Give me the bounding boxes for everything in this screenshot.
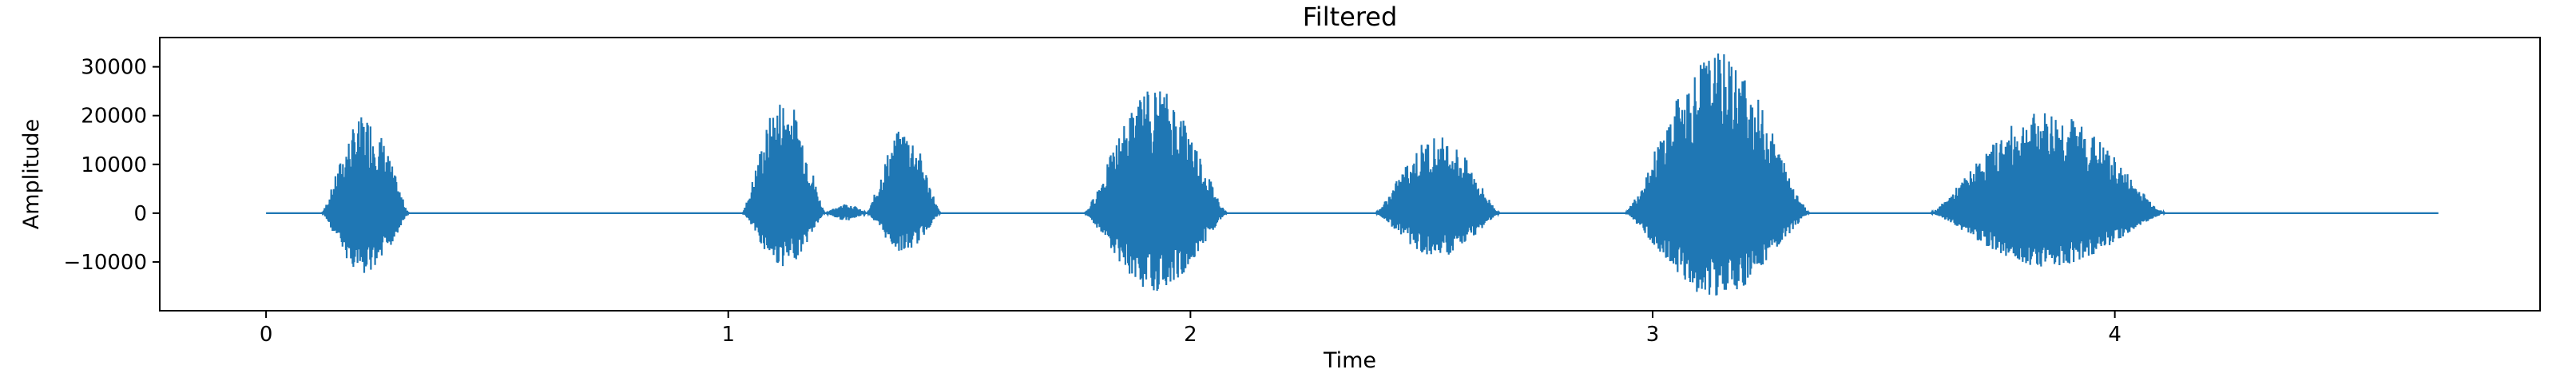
y-tick-label: −10000 <box>64 251 148 275</box>
y-tick-label: 30000 <box>81 56 147 80</box>
axes-frame <box>159 37 2541 312</box>
x-tick-label: 4 <box>2108 323 2122 347</box>
y-tick-label: 0 <box>133 202 147 226</box>
waveform-series-line <box>266 54 2439 296</box>
plot-area <box>266 54 2439 296</box>
x-tick-label: 2 <box>1184 323 1197 347</box>
x-tick-label: 1 <box>721 323 735 347</box>
y-tick-label: 20000 <box>81 105 147 129</box>
x-axis-label: Time <box>1323 348 1376 373</box>
x-axis: 0 1 2 3 4 <box>260 311 2122 347</box>
y-axis: −10000 0 10000 20000 30000 <box>64 56 160 275</box>
y-tick-label: 10000 <box>81 153 147 177</box>
x-tick-label: 3 <box>1646 323 1660 347</box>
chart-title: Filtered <box>1303 2 1398 32</box>
y-axis-label: Amplitude <box>19 119 44 229</box>
x-tick-label: 0 <box>260 323 273 347</box>
